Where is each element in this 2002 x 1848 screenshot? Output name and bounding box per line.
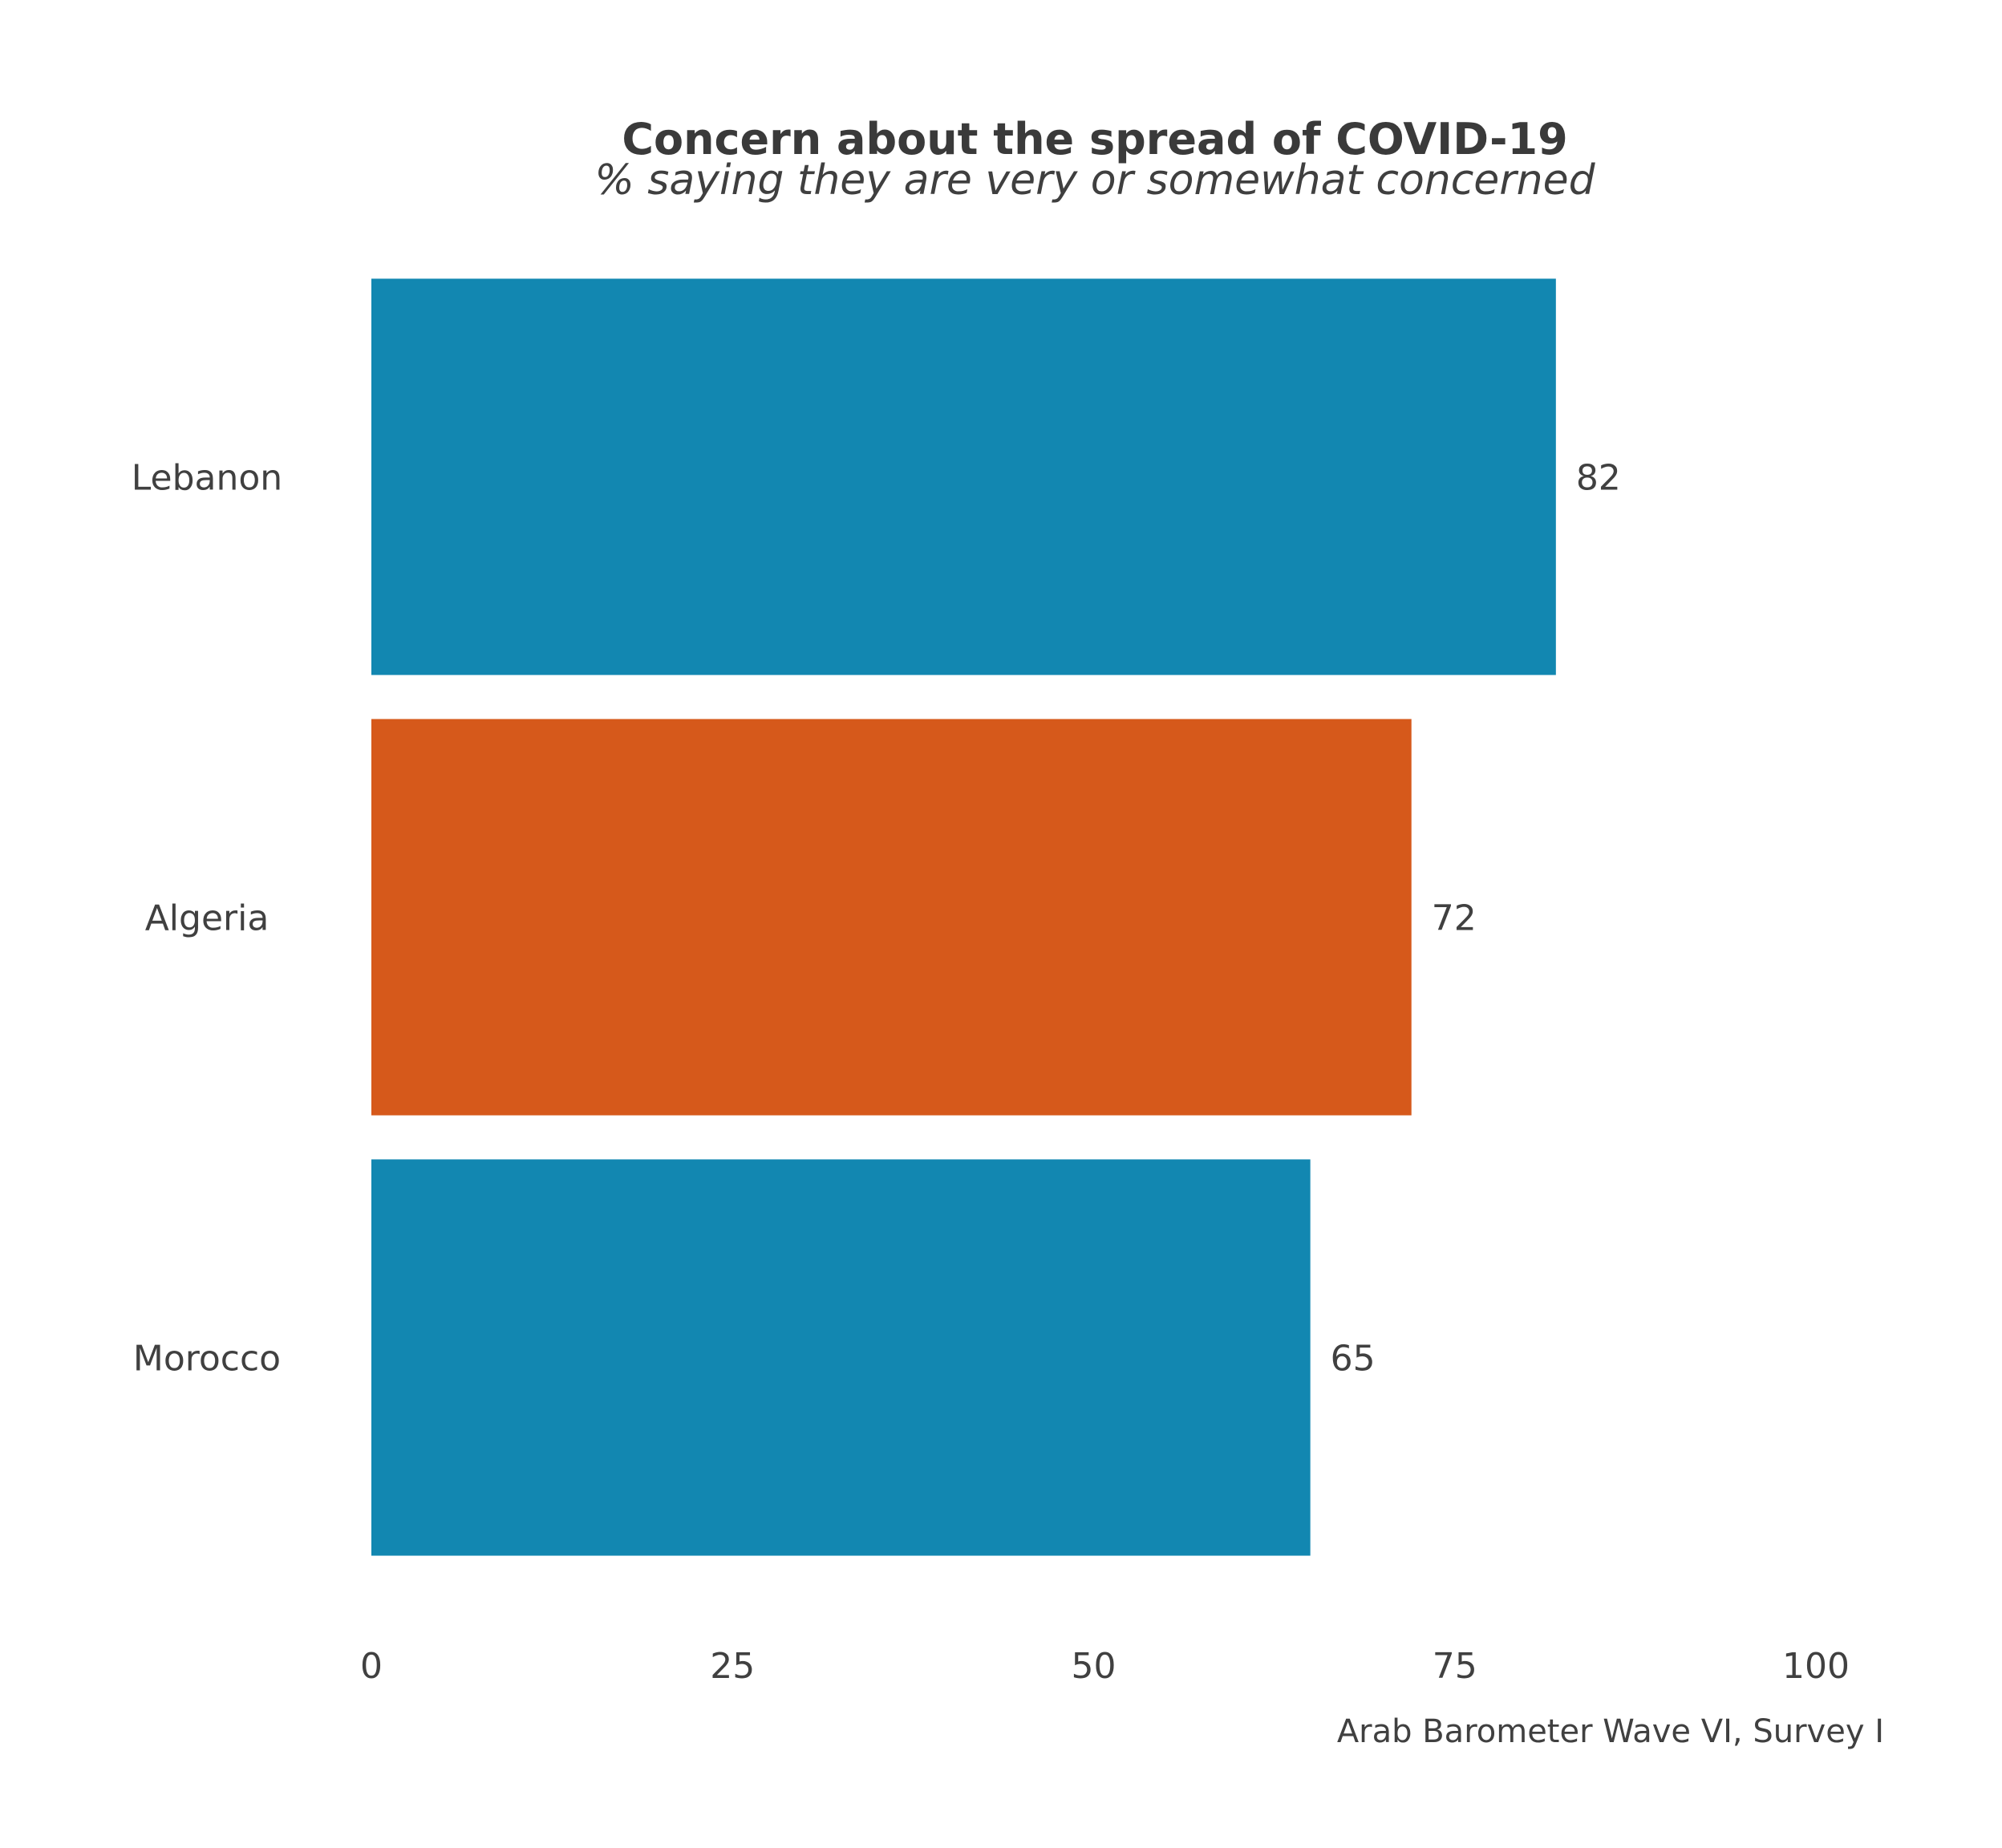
category-label-algeria: Algeria bbox=[145, 898, 270, 939]
chart-caption: Arab Barometer Wave VI, Survey I bbox=[1337, 1713, 1884, 1750]
bars bbox=[371, 278, 1556, 1556]
bar-lebanon bbox=[371, 278, 1556, 675]
x-tick-label: 0 bbox=[360, 1646, 383, 1687]
x-tick-label: 75 bbox=[1433, 1646, 1477, 1687]
data-label-algeria: 72 bbox=[1432, 898, 1477, 939]
bar-algeria bbox=[371, 719, 1412, 1116]
x-tick-label: 25 bbox=[710, 1646, 755, 1687]
chart-subtitle: % saying they are very or somewhat conce… bbox=[594, 156, 1595, 205]
category-label-morocco: Morocco bbox=[133, 1339, 281, 1380]
x-tick-label: 100 bbox=[1782, 1646, 1850, 1687]
chart-title: Concern about the spread of COVID-19 bbox=[622, 114, 1567, 164]
x-axis-ticks: 0 25 50 75 100 bbox=[360, 1646, 1850, 1687]
category-labels: Lebanon Algeria Morocco bbox=[132, 458, 282, 1380]
data-labels: 82 72 65 bbox=[1331, 458, 1621, 1380]
category-label-lebanon: Lebanon bbox=[132, 458, 282, 499]
x-tick-label: 50 bbox=[1072, 1646, 1116, 1687]
data-label-morocco: 65 bbox=[1331, 1339, 1376, 1380]
data-label-lebanon: 82 bbox=[1576, 458, 1621, 499]
bar-morocco bbox=[371, 1159, 1311, 1556]
